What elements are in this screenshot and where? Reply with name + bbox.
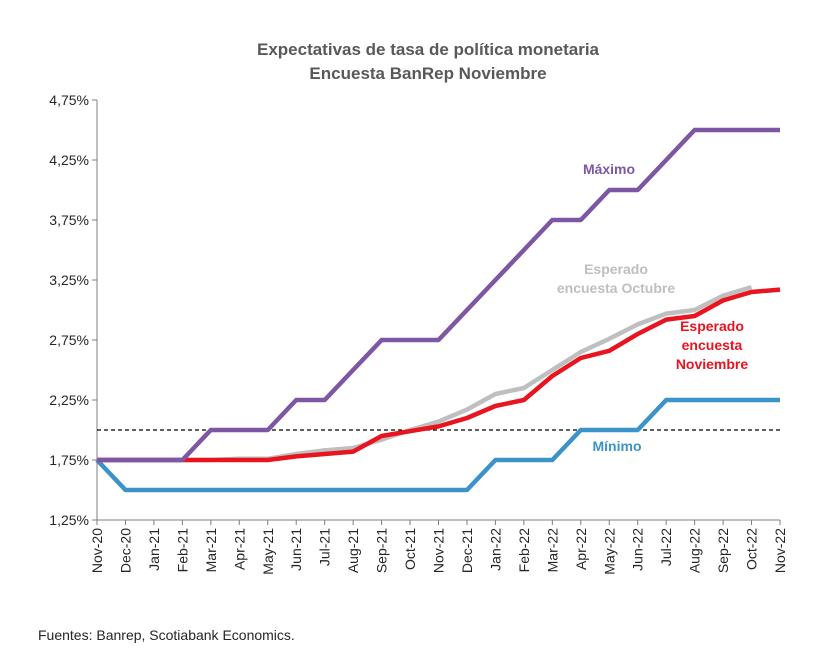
x-tick-label: Nov-20	[89, 528, 105, 573]
series-label-0: Máximo	[583, 161, 635, 177]
x-tick-label: Aug-21	[345, 528, 361, 573]
x-tick-label: Feb-21	[174, 528, 190, 573]
x-tick-label: May-22	[601, 528, 617, 575]
series-label-line: Mínimo	[593, 438, 642, 454]
series-label-3: Mínimo	[593, 438, 642, 454]
y-tick-label: 2,75%	[49, 332, 89, 348]
x-tick-label: Dec-21	[459, 528, 475, 573]
series-label-2: Esperado encuesta Noviembre	[676, 318, 749, 372]
series-label-line: encuesta Octubre	[557, 280, 675, 296]
series-line-esperado-encuesta-octubre	[97, 285, 753, 463]
y-tick-label: 4,75%	[49, 92, 89, 108]
x-tick-label: Jul-22	[658, 528, 674, 566]
x-tick-label: Nov-21	[431, 528, 447, 573]
x-tick-label: Jun-21	[288, 528, 304, 571]
x-tick-label: Dec-20	[117, 528, 133, 573]
series-label-line: Noviembre	[676, 356, 749, 372]
y-tick-label: 1,75%	[49, 452, 89, 468]
series-line-esperado-encuesta-noviembre	[97, 287, 781, 463]
y-tick-label: 3,75%	[49, 212, 89, 228]
x-tick-label: May-21	[260, 528, 276, 575]
series-label-line: Esperado	[680, 318, 744, 334]
x-tick-label: Apr-21	[231, 528, 247, 570]
y-tick-label: 1,25%	[49, 512, 89, 528]
x-tick-label: Jan-22	[487, 528, 503, 571]
x-tick-label: Nov-22	[772, 528, 788, 573]
series-line-maximo	[97, 127, 780, 463]
chart-title: Expectativas de tasa de política monetar…	[257, 40, 600, 59]
y-tick-label: 4,25%	[49, 152, 89, 168]
x-tick-label: Jan-21	[146, 528, 162, 571]
series-labels: Máximo Esperado encuesta Octubre Esperado en…	[557, 161, 749, 454]
x-tick-label: Feb-22	[516, 528, 532, 573]
x-tick-label: Sep-22	[715, 528, 731, 573]
series-layer	[95, 127, 781, 493]
x-tick-label: Jun-22	[630, 528, 646, 571]
axes: 1,25% 1,75% 2,25% 2,75% 3,25% 3,75% 4,25% 4,75%…	[49, 92, 788, 575]
x-tick-label: Oct-22	[744, 528, 760, 570]
x-tick-label: Mar-22	[544, 528, 560, 573]
x-tick-label: Mar-21	[203, 528, 219, 573]
x-tick-label: Jul-21	[317, 528, 333, 566]
y-tick-label: 3,25%	[49, 272, 89, 288]
series-label-line: encuesta	[682, 337, 743, 353]
x-tick-label: Oct-21	[402, 528, 418, 570]
x-tick-label: Sep-21	[374, 528, 390, 573]
x-tick-label: Aug-22	[687, 528, 703, 573]
chart-subtitle: Encuesta BanRep Noviembre	[309, 64, 546, 83]
x-tick-label: Apr-22	[573, 528, 589, 570]
series-label-line: Máximo	[583, 161, 635, 177]
chart: Expectativas de tasa de política monetar…	[49, 40, 788, 575]
series-label-line: Esperado	[584, 261, 648, 277]
y-tick-label: 2,25%	[49, 392, 89, 408]
source-note: Fuentes: Banrep, Scotiabank Economics.	[38, 627, 295, 643]
series-label-1: Esperado encuesta Octubre	[557, 261, 675, 296]
series-line-minimo	[95, 397, 780, 493]
